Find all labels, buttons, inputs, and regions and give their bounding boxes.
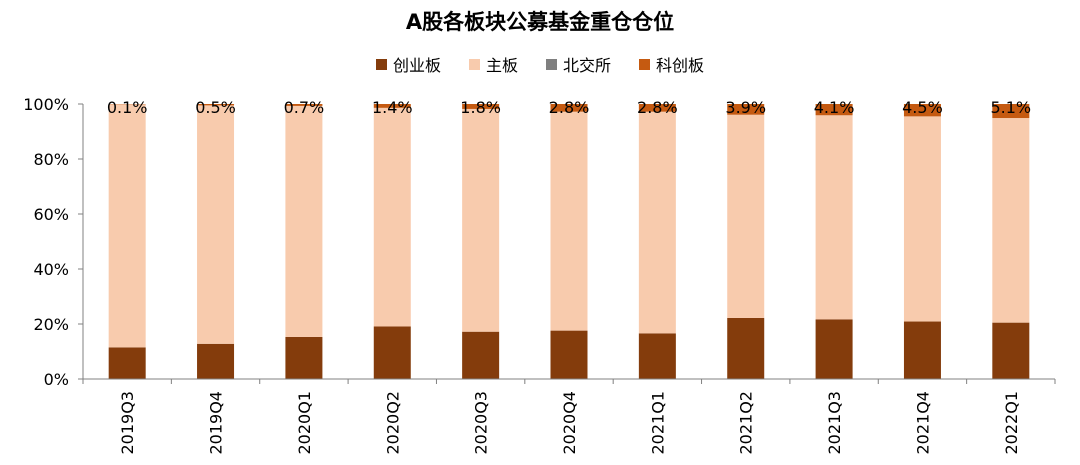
legend-label: 主板 — [485, 56, 518, 75]
x-tick-label: 2021Q1 — [648, 391, 667, 455]
bar-segment — [462, 108, 500, 332]
bar-segment — [373, 107, 411, 327]
data-label: 2.8% — [549, 98, 590, 117]
bar-segment — [108, 104, 146, 348]
x-tick-label: 2020Q3 — [472, 391, 491, 455]
bar-segment — [285, 104, 323, 106]
x-tick-label: 2019Q3 — [118, 391, 137, 455]
data-label: 0.5% — [195, 98, 236, 117]
y-tick-label: 100% — [23, 95, 69, 114]
x-tick-label: 2021Q2 — [737, 391, 756, 455]
bar-segment — [108, 347, 146, 379]
legend-item: 科创板 — [639, 52, 704, 76]
bar-segment — [550, 330, 588, 379]
data-label: 0.1% — [107, 98, 148, 117]
y-tick-label: 20% — [33, 315, 69, 334]
y-tick-label: 60% — [33, 205, 69, 224]
bar-segment — [903, 104, 941, 117]
bar-segment — [638, 111, 676, 334]
bar-segment — [373, 326, 411, 379]
bar-segment — [285, 336, 323, 379]
bar-segment — [462, 104, 500, 109]
x-tick-label: 2020Q2 — [383, 391, 402, 455]
legend-item: 创业板 — [375, 52, 441, 76]
legend: 创业板 主板 北交所 科创板 — [0, 52, 1080, 76]
chart-title: A股各板块公募基金重仓仓位 — [405, 10, 675, 34]
bar-segment — [197, 104, 235, 106]
y-tick-label: 0% — [44, 370, 69, 389]
bar-segment — [815, 115, 853, 320]
bar-segment — [992, 118, 1030, 323]
x-tick-label: 2021Q4 — [913, 391, 932, 455]
bar-segment — [197, 343, 235, 379]
legend-swatch — [639, 58, 651, 70]
legend-label: 北交所 — [563, 56, 612, 75]
x-tick-label: 2022Q1 — [1002, 391, 1021, 455]
bar-segment — [638, 333, 676, 379]
bar-segment — [727, 317, 765, 379]
bar-segment — [727, 104, 765, 115]
bar-segment — [903, 321, 941, 379]
bar-segment — [550, 111, 588, 331]
legend-label: 科创板 — [656, 56, 705, 75]
bar-segment — [462, 331, 500, 379]
data-label: 4.1% — [814, 98, 855, 117]
legend-label: 创业板 — [392, 56, 441, 75]
bar-segment — [285, 105, 323, 337]
bar-segment — [727, 114, 765, 318]
legend-item: 北交所 — [546, 52, 611, 76]
x-tick-label: 2020Q1 — [295, 391, 314, 455]
data-label: 0.7% — [284, 98, 325, 117]
bar-segment — [197, 105, 235, 344]
bar-segment — [903, 116, 941, 322]
bar-segment — [992, 322, 1030, 379]
y-tick-label: 80% — [33, 150, 69, 169]
x-tick-label: 2020Q4 — [560, 391, 579, 455]
bar-segment — [815, 319, 853, 379]
legend-swatch — [468, 58, 480, 70]
legend-swatch — [546, 58, 557, 70]
data-label: 1.4% — [372, 98, 413, 117]
x-tick-label: 2021Q3 — [825, 391, 844, 455]
x-tick-label: 2019Q4 — [207, 391, 226, 455]
bar-segment — [550, 104, 588, 112]
bar-segment — [815, 104, 853, 116]
data-label: 5.1% — [990, 98, 1031, 117]
legend-swatch — [375, 58, 387, 70]
bar-segment — [638, 104, 676, 112]
bar-segment — [373, 104, 411, 108]
data-label: 2.8% — [637, 98, 678, 117]
data-label: 1.8% — [460, 98, 501, 117]
bar-segment — [992, 104, 1030, 119]
legend-item: 主板 — [468, 52, 518, 76]
data-label: 3.9% — [725, 98, 766, 117]
y-tick-label: 40% — [33, 260, 69, 279]
data-label: 4.5% — [902, 98, 943, 117]
